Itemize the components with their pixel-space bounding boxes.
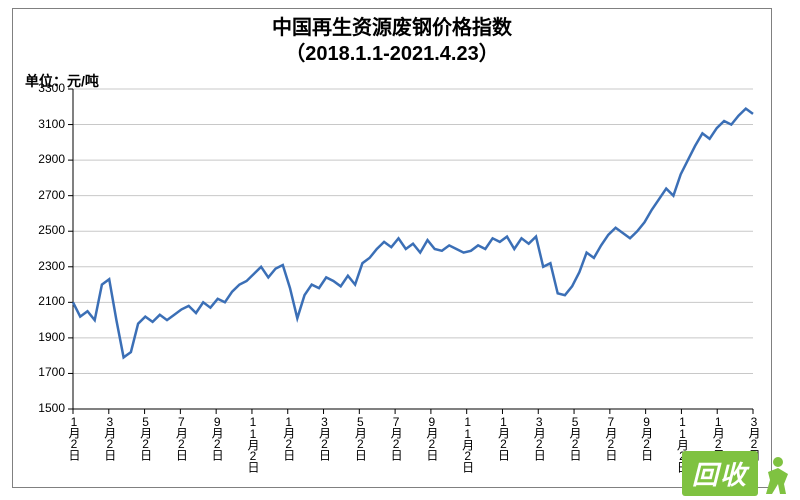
x-tick-label: 9月2日 [424,415,441,459]
y-tick-label: 2700 [25,188,65,202]
y-tick-label: 2300 [25,259,65,273]
x-tick-label: 3月2日 [317,415,334,459]
y-tick-label: 3100 [25,117,65,131]
x-tick-label: 5月2日 [352,415,369,459]
x-tick-label: 1月2日 [495,415,512,459]
x-tick-label: 7月2日 [603,415,620,459]
x-tick-label: 7月2日 [173,415,190,459]
y-tick-label: 1700 [25,365,65,379]
title-line-2: （2018.1.1-2021.4.23） [13,41,771,67]
x-tick-label: 11月2日 [245,415,262,471]
y-tick-label: 1500 [25,401,65,415]
x-tick-label: 1月2日 [281,415,298,459]
x-tick-label: 5月2日 [138,415,155,459]
title-line-1: 中国再生资源废钢价格指数 [13,15,771,41]
x-tick-label: 11月2日 [460,415,477,471]
watermark-text: 回收 [682,451,758,496]
x-tick-label: 7月2日 [388,415,405,459]
y-tick-label: 2100 [25,294,65,308]
chart-container: 中国再生资源废钢价格指数 （2018.1.1-2021.4.23） 单位：元/吨… [12,8,772,488]
recycle-person-icon [756,454,796,494]
x-tick-label: 9月2日 [639,415,656,459]
y-tick-label: 1900 [25,330,65,344]
x-tick-label: 3月2日 [102,415,119,459]
chart-plot [63,79,763,419]
y-tick-label: 3300 [25,81,65,95]
x-tick-label: 5月2日 [567,415,584,459]
y-tick-label: 2900 [25,152,65,166]
x-tick-label: 3月2日 [531,415,548,459]
chart-title: 中国再生资源废钢价格指数 （2018.1.1-2021.4.23） [13,9,771,67]
x-tick-label: 9月2日 [209,415,226,459]
x-tick-label: 1月2日 [66,415,83,459]
y-tick-label: 2500 [25,223,65,237]
watermark: 回收 [682,451,796,496]
